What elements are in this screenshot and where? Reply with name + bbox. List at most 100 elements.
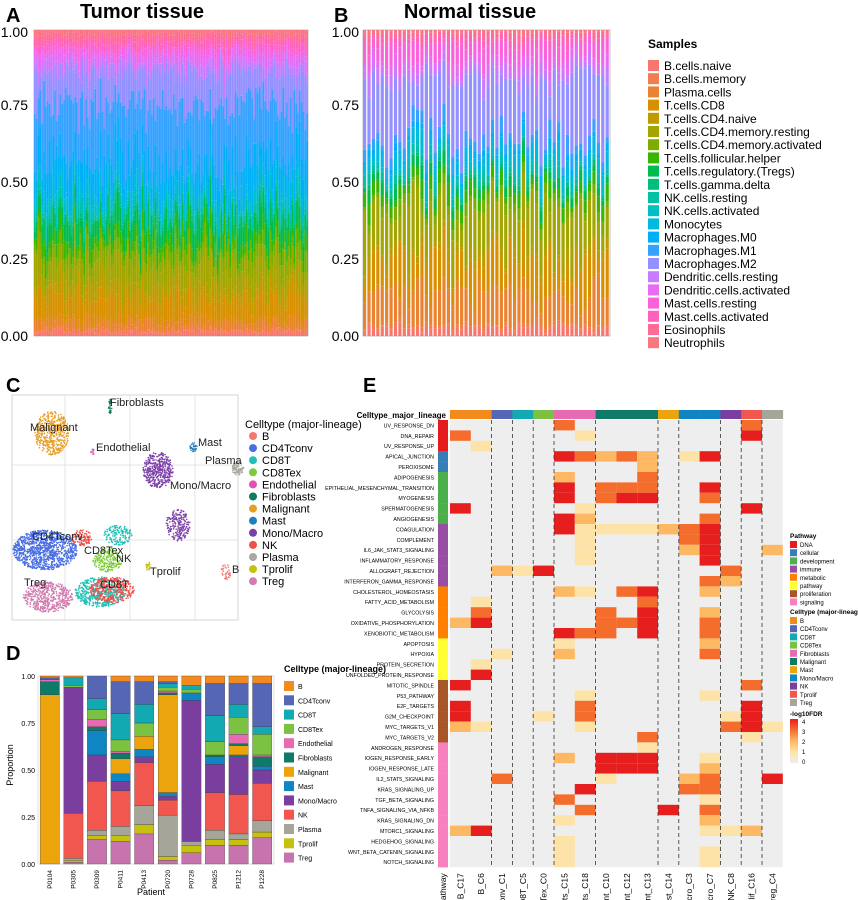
sample-bar-segment bbox=[233, 330, 235, 336]
sample-bar-segment bbox=[160, 333, 162, 334]
sample-bar-segment bbox=[592, 65, 596, 74]
sample-bar-segment bbox=[468, 174, 473, 178]
sample-bar-segment bbox=[86, 148, 89, 177]
sample-bar-segment bbox=[398, 47, 402, 74]
sample-bar-segment bbox=[539, 284, 543, 314]
sample-bar-segment bbox=[245, 92, 248, 135]
sample-bar-segment bbox=[161, 230, 164, 246]
sample-bar-segment bbox=[267, 277, 270, 302]
sample-bar-segment bbox=[278, 233, 281, 243]
sample-bar-segment bbox=[420, 327, 424, 333]
sample-bar-segment bbox=[557, 320, 561, 324]
sample-bar-segment bbox=[187, 39, 190, 44]
sample-bar-segment bbox=[539, 175, 543, 182]
sample-bar-segment bbox=[227, 285, 230, 304]
sample-bar-segment bbox=[200, 42, 203, 51]
sample-bar-segment bbox=[561, 201, 565, 205]
sample-bar-segment bbox=[66, 34, 69, 39]
sample-bar-segment bbox=[295, 34, 298, 43]
sample-bar-segment bbox=[154, 30, 157, 36]
sample-bar-segment bbox=[160, 317, 162, 326]
sample-bar-segment bbox=[105, 330, 108, 336]
sample-bar-segment bbox=[601, 329, 605, 336]
sample-bar-segment bbox=[141, 171, 144, 183]
sample-bar-segment bbox=[286, 175, 288, 199]
sample-bar-segment bbox=[561, 167, 565, 176]
samples-legend-label: Monocytes bbox=[664, 217, 722, 231]
sample-bar-segment bbox=[110, 254, 113, 267]
sample-bar-segment bbox=[236, 57, 239, 68]
sample-bar-segment bbox=[295, 42, 298, 50]
sample-bar-segment bbox=[198, 39, 201, 48]
sample-bar-segment bbox=[205, 235, 208, 249]
sample-bar-segment bbox=[68, 287, 71, 294]
sample-bar-segment bbox=[191, 220, 193, 249]
sample-bar-segment bbox=[424, 57, 428, 64]
sample-bar-segment bbox=[251, 230, 254, 249]
sample-bar-segment bbox=[244, 254, 246, 260]
sample-bar-segment bbox=[43, 216, 45, 218]
sample-bar-segment bbox=[253, 54, 256, 58]
sample-bar-segment bbox=[548, 137, 552, 146]
sample-bar-segment bbox=[565, 30, 570, 33]
sample-bar-segment bbox=[363, 287, 367, 303]
sample-bar-segment bbox=[139, 39, 142, 47]
sample-bar-segment bbox=[583, 30, 587, 33]
umap-point bbox=[27, 539, 30, 541]
sample-bar-segment bbox=[583, 165, 587, 170]
sample-bar-segment bbox=[424, 322, 428, 326]
sample-bar-segment bbox=[473, 152, 477, 159]
sample-bar-segment bbox=[565, 177, 570, 182]
sample-bar-segment bbox=[76, 199, 78, 203]
sample-bar-segment bbox=[81, 217, 84, 221]
sample-bar-segment bbox=[44, 219, 47, 238]
sample-bar-segment bbox=[236, 67, 239, 98]
sample-bar-segment bbox=[214, 69, 217, 82]
samples-legend-label: T.cells.regulatory.(Tregs) bbox=[664, 165, 795, 179]
sample-bar-segment bbox=[535, 140, 539, 144]
sample-bar-segment bbox=[407, 286, 411, 310]
sample-bar-segment bbox=[552, 193, 556, 203]
sample-bar-segment bbox=[282, 265, 285, 280]
sample-bar-segment bbox=[251, 34, 254, 43]
sample-bar-segment bbox=[77, 36, 80, 45]
sample-bar-segment bbox=[490, 55, 495, 60]
sample-bar-segment bbox=[74, 306, 77, 319]
sample-bar-segment bbox=[150, 254, 153, 269]
sample-bar-segment bbox=[280, 62, 283, 76]
sample-bar-segment bbox=[174, 214, 177, 226]
sample-bar-segment bbox=[216, 30, 219, 36]
sample-bar-segment bbox=[234, 287, 237, 317]
sample-bar-segment bbox=[143, 211, 146, 234]
sample-bar-segment bbox=[389, 255, 393, 289]
sample-bar-segment bbox=[55, 226, 58, 231]
sample-bar-segment bbox=[363, 41, 367, 63]
sample-bar-segment bbox=[125, 35, 128, 42]
sample-bar-segment bbox=[83, 215, 86, 226]
sample-bar-segment bbox=[101, 237, 104, 253]
sample-bar-segment bbox=[255, 256, 257, 284]
sample-bar-segment bbox=[269, 44, 272, 52]
sample-bar-segment bbox=[446, 288, 451, 324]
sample-bar-segment bbox=[202, 49, 204, 56]
sample-bar-segment bbox=[123, 68, 126, 106]
sample-bar-segment bbox=[70, 36, 73, 45]
sample-bar-segment bbox=[110, 186, 113, 198]
sample-bar-segment bbox=[229, 244, 232, 253]
sample-bar-segment bbox=[178, 213, 181, 219]
sample-bar-segment bbox=[83, 30, 86, 34]
sample-bar-segment bbox=[227, 30, 230, 36]
sample-bar-segment bbox=[207, 66, 210, 112]
sample-bar-segment bbox=[220, 298, 223, 324]
sample-bar-segment bbox=[174, 47, 177, 51]
sample-bar-segment bbox=[574, 54, 578, 66]
sample-bar-segment bbox=[149, 99, 151, 169]
sample-bar-segment bbox=[198, 198, 201, 210]
sample-bar-segment bbox=[180, 82, 182, 99]
sample-bar-segment bbox=[167, 195, 170, 209]
sample-bar-segment bbox=[295, 83, 298, 104]
sample-bar-segment bbox=[143, 30, 146, 36]
sample-bar-segment bbox=[242, 51, 245, 58]
sample-bar-segment bbox=[371, 48, 376, 63]
sample-bar-segment bbox=[371, 181, 376, 196]
